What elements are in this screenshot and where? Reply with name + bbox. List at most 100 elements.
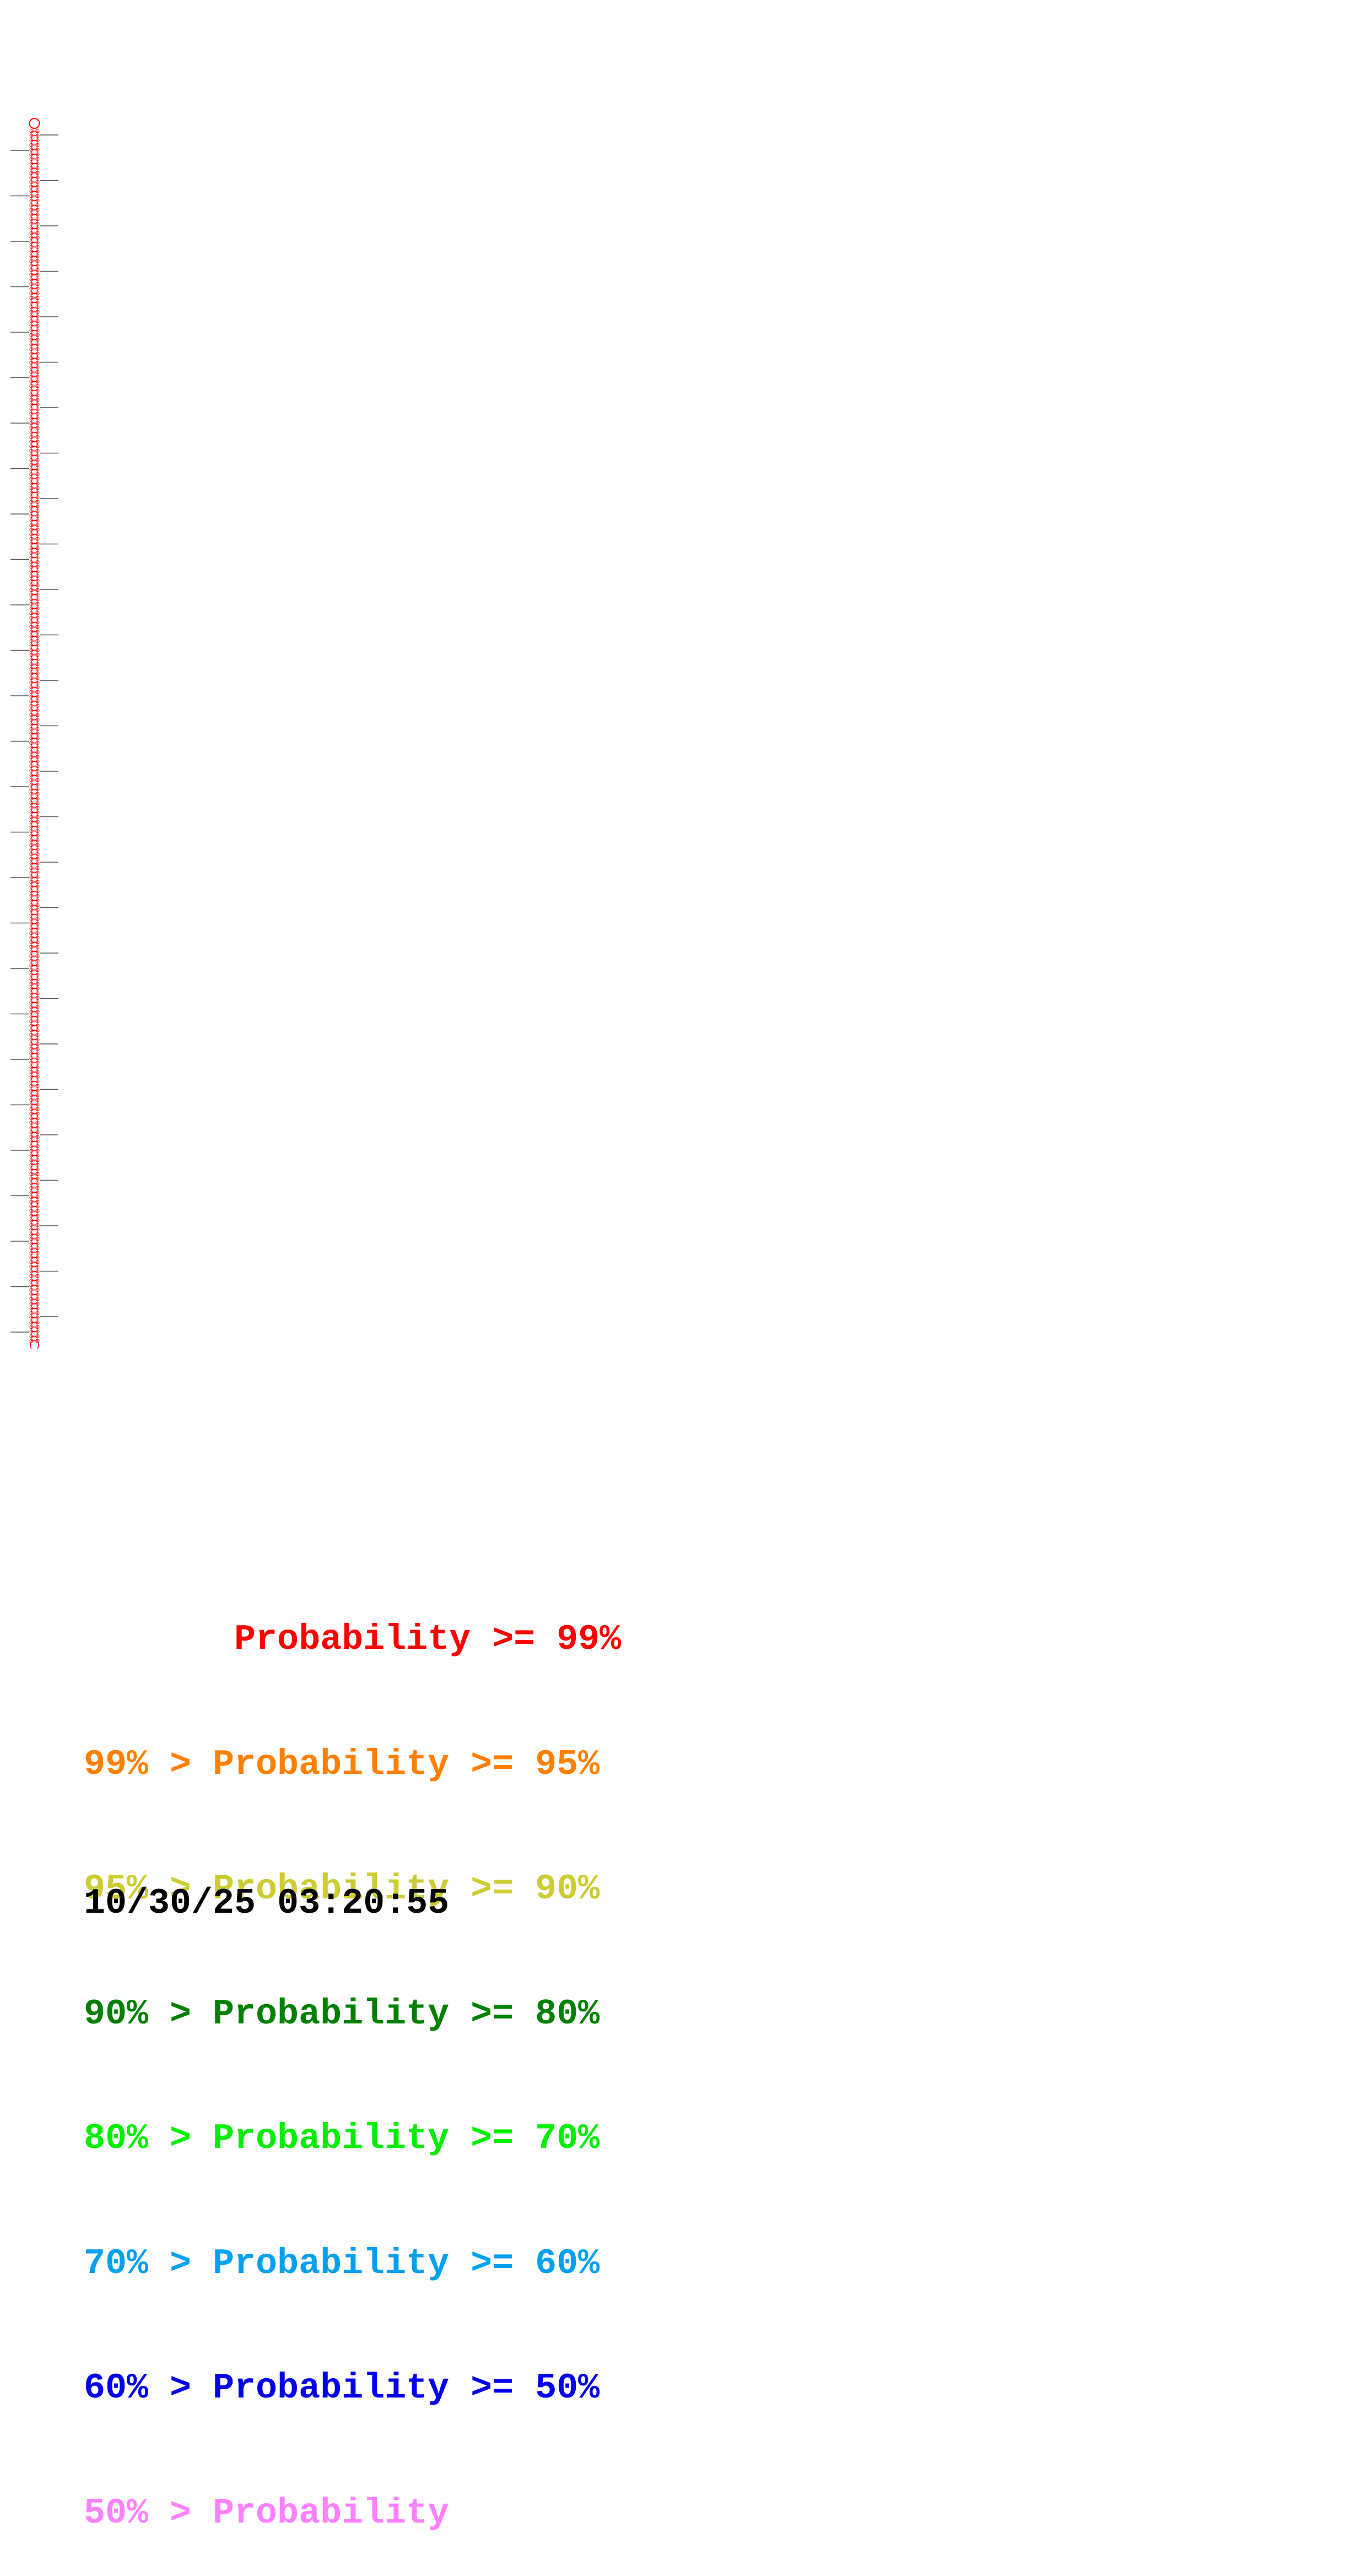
nucleotide <box>35 662 40 667</box>
nucleotide <box>35 764 40 769</box>
nucleotide <box>29 1218 34 1222</box>
nucleotide <box>35 236 40 240</box>
nucleotide <box>35 356 40 360</box>
nucleotide <box>29 797 34 801</box>
nucleotide <box>29 495 34 500</box>
nucleotide <box>35 328 40 333</box>
nucleotide <box>29 778 34 782</box>
nucleotide <box>29 356 34 360</box>
nucleotide <box>29 250 34 254</box>
nucleotide <box>29 954 34 959</box>
nucleotide <box>35 305 40 310</box>
nucleotide <box>29 870 34 875</box>
nucleotide <box>35 537 40 541</box>
nucleotide <box>29 560 34 564</box>
nucleotide <box>29 505 34 509</box>
nucleotide <box>29 917 34 921</box>
nucleotide <box>35 1223 40 1227</box>
nucleotide <box>29 820 34 824</box>
nucleotide <box>35 630 40 634</box>
nucleotide <box>29 982 34 986</box>
nucleotide <box>29 569 34 573</box>
nucleotide <box>35 286 40 291</box>
nucleotide <box>35 1024 40 1028</box>
nucleotide <box>35 987 40 991</box>
nucleotide <box>35 333 40 337</box>
nucleotide <box>35 732 40 736</box>
nucleotide <box>29 481 34 485</box>
nucleotide <box>35 490 40 495</box>
nucleotide <box>29 755 34 759</box>
nucleotide <box>29 852 34 857</box>
nucleotide <box>35 708 40 713</box>
nucleotide <box>29 861 34 865</box>
nucleotide <box>35 402 40 407</box>
nucleotide <box>29 231 34 235</box>
nucleotide <box>35 1042 40 1047</box>
nucleotide <box>29 551 34 555</box>
nucleotide <box>35 532 40 537</box>
nucleotide <box>35 1019 40 1023</box>
nucleotide <box>35 1251 40 1255</box>
nucleotide <box>29 175 34 180</box>
nucleotide <box>29 630 34 634</box>
nucleotide <box>29 1260 34 1264</box>
nucleotide <box>29 440 34 444</box>
nucleotide <box>35 393 40 398</box>
nucleotide <box>35 815 40 819</box>
nucleotide <box>29 1264 34 1269</box>
nucleotide <box>29 300 34 305</box>
nucleotide <box>35 198 40 203</box>
nucleotide <box>35 1047 40 1051</box>
nucleotide <box>29 1033 34 1037</box>
nucleotide <box>29 486 34 490</box>
nucleotide <box>29 1283 34 1287</box>
nucleotide <box>29 1195 34 1199</box>
nucleotide <box>35 745 40 750</box>
nucleotide <box>29 727 34 731</box>
nucleotide <box>35 528 40 532</box>
nucleotide <box>29 1190 34 1195</box>
nucleotide <box>35 861 40 865</box>
nucleotide <box>29 416 34 421</box>
nucleotide <box>35 926 40 930</box>
nucleotide <box>35 1065 40 1070</box>
nucleotide <box>35 912 40 917</box>
nucleotide <box>35 782 40 787</box>
nucleotide <box>29 847 34 852</box>
nucleotide <box>35 152 40 156</box>
nucleotide <box>29 884 34 889</box>
nucleotide <box>29 1144 34 1149</box>
nucleotide <box>29 782 34 787</box>
nucleotide <box>29 143 34 147</box>
nucleotide <box>29 555 34 560</box>
nucleotide <box>35 1084 40 1088</box>
nucleotide <box>29 528 34 532</box>
legend-row-70: 80% > Probability >= 70% <box>84 2118 600 2159</box>
nucleotide <box>35 843 40 847</box>
nucleotide <box>35 680 40 685</box>
nucleotide <box>29 912 34 917</box>
nucleotide <box>29 384 34 388</box>
nucleotide <box>35 1172 40 1176</box>
nucleotide <box>29 722 34 727</box>
nucleotide <box>35 1283 40 1287</box>
nucleotide <box>35 1014 40 1019</box>
nucleotide <box>35 435 40 439</box>
nucleotide <box>29 1005 34 1009</box>
nucleotide <box>35 240 40 245</box>
nucleotide <box>29 615 34 620</box>
nucleotide <box>29 319 34 323</box>
nucleotide <box>35 847 40 852</box>
nucleotide <box>35 453 40 458</box>
nucleotide <box>29 1241 34 1246</box>
nucleotide <box>35 175 40 180</box>
nucleotide <box>35 138 40 143</box>
nucleotide <box>29 926 34 930</box>
nucleotide <box>29 425 34 430</box>
legend-row-90: 95% > Probability >= 90% <box>84 1869 600 1909</box>
nucleotide <box>35 1264 40 1269</box>
nucleotide <box>35 940 40 944</box>
nucleotide <box>35 245 40 249</box>
nucleotide <box>35 379 40 383</box>
